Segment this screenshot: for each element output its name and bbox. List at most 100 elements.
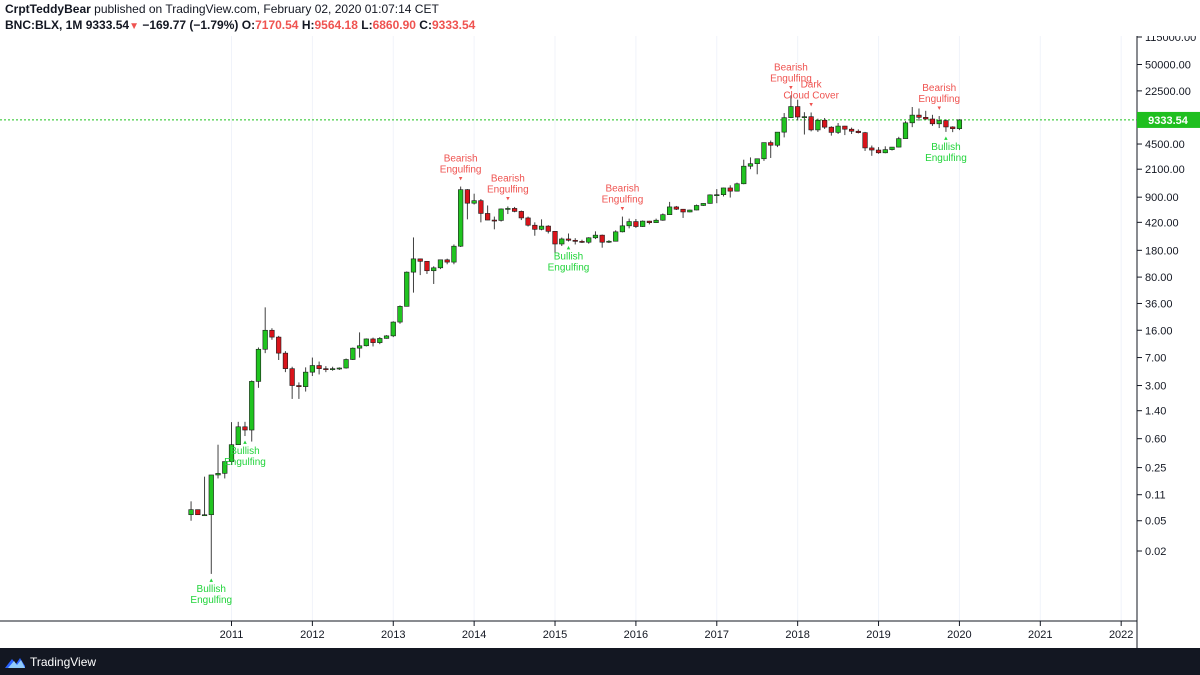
author-name[interactable]: CrptTeddyBear — [5, 2, 91, 16]
candle — [613, 230, 619, 242]
price-tick-label: 4500.00 — [1145, 139, 1185, 151]
candle-body — [491, 219, 497, 222]
candle — [747, 157, 754, 170]
pattern-marker-icon: ▾ — [506, 195, 510, 202]
candle — [936, 116, 942, 129]
pattern-annotations: ▴BullishEngulfing▴BullishEngulfing▾Beari… — [190, 62, 966, 606]
candle — [640, 220, 646, 227]
candle — [875, 147, 882, 154]
price-tick-label: 0.25 — [1145, 463, 1166, 475]
candle-body — [444, 259, 450, 263]
pattern-label-line: Bullish — [931, 142, 960, 153]
year-tick-label: 2021 — [1028, 629, 1052, 641]
candle-body — [552, 231, 558, 245]
candle-body — [714, 194, 720, 196]
candle — [714, 189, 720, 204]
low-label: L: — [361, 18, 373, 32]
candle — [653, 218, 659, 223]
candle — [559, 237, 565, 247]
pattern-label-line: Engulfing — [925, 153, 967, 164]
candle-body — [734, 183, 740, 192]
candle — [532, 222, 538, 236]
candle-body — [195, 509, 201, 516]
candle-body — [343, 359, 349, 369]
price-tick-label: 0.60 — [1145, 434, 1166, 446]
candlestick-chart[interactable]: 115000.00 50000.00 22500.00 4500.00 2100.00 9… — [0, 36, 1200, 648]
candle-body — [276, 336, 282, 354]
candle-body — [599, 234, 605, 243]
candle-body — [377, 338, 383, 343]
candle-body — [626, 221, 632, 227]
pattern-marker-icon: ▴ — [210, 577, 214, 584]
candle — [343, 358, 349, 369]
pattern-label-line: Engulfing — [224, 457, 266, 468]
candle — [350, 347, 356, 360]
pattern-label-line: Engulfing — [190, 595, 232, 606]
candle — [464, 189, 471, 220]
candle — [404, 271, 410, 307]
candle — [505, 206, 511, 215]
candle — [383, 335, 390, 339]
candle — [444, 258, 450, 265]
candle — [323, 366, 329, 373]
candle — [909, 107, 915, 128]
candle-body — [437, 259, 444, 269]
candle-body — [653, 219, 659, 223]
pattern-label-line: Bearish — [605, 184, 639, 195]
candle — [680, 208, 686, 218]
candle-body — [485, 213, 491, 221]
candle — [727, 185, 733, 198]
candle — [316, 361, 322, 375]
candle-body — [451, 245, 457, 263]
price-tick-label: 0.11 — [1145, 490, 1166, 502]
candle — [565, 233, 572, 242]
year-tick-label: 2017 — [705, 629, 729, 641]
candle — [545, 225, 551, 234]
candle-body — [228, 444, 235, 462]
candle-body — [255, 348, 262, 382]
pattern-label-line: Bearish — [774, 62, 808, 73]
candle — [801, 112, 807, 135]
candle — [201, 476, 208, 517]
candle — [950, 126, 956, 133]
symbol-label[interactable]: BNC:BLX, 1M — [5, 18, 83, 32]
candle-body — [774, 131, 781, 146]
candle-body — [902, 122, 909, 139]
close-label: C: — [419, 18, 432, 32]
candle-body — [855, 130, 861, 133]
candles — [188, 95, 963, 574]
candle — [572, 238, 578, 245]
tradingview-brand[interactable]: TradingView — [5, 653, 96, 671]
candle-body — [700, 203, 706, 206]
price-axis[interactable]: 115000.00 50000.00 22500.00 4500.00 2100.00 9… — [1137, 36, 1196, 558]
price-tick-label: 3.00 — [1145, 381, 1166, 393]
price-tick-label: 50000.00 — [1145, 60, 1191, 72]
candle — [485, 205, 491, 221]
time-axis[interactable]: 2011 2012 2013 2014 2015 2016 2017 2018 2019 2020… — [220, 621, 1134, 641]
candle-body — [579, 241, 585, 243]
low-value: 6860.90 — [372, 18, 416, 32]
pattern-label-line: Bearish — [922, 83, 956, 94]
candle — [889, 146, 895, 151]
candle-body — [889, 146, 895, 150]
price-tick-label: 180.00 — [1145, 245, 1179, 257]
candle — [552, 231, 558, 254]
candle — [741, 159, 747, 185]
candle-body — [350, 347, 356, 360]
candle — [228, 422, 235, 466]
candle-body — [242, 426, 248, 431]
candle-body — [356, 345, 363, 349]
candle-body — [835, 125, 841, 133]
candle-body — [956, 119, 963, 129]
candle — [943, 119, 949, 132]
candle-body — [808, 116, 814, 131]
candle-body — [518, 211, 524, 219]
pattern-marker-icon: ▾ — [459, 176, 463, 183]
high-value: 9564.18 — [314, 18, 358, 32]
candle-body — [323, 368, 329, 370]
candle — [707, 194, 713, 204]
